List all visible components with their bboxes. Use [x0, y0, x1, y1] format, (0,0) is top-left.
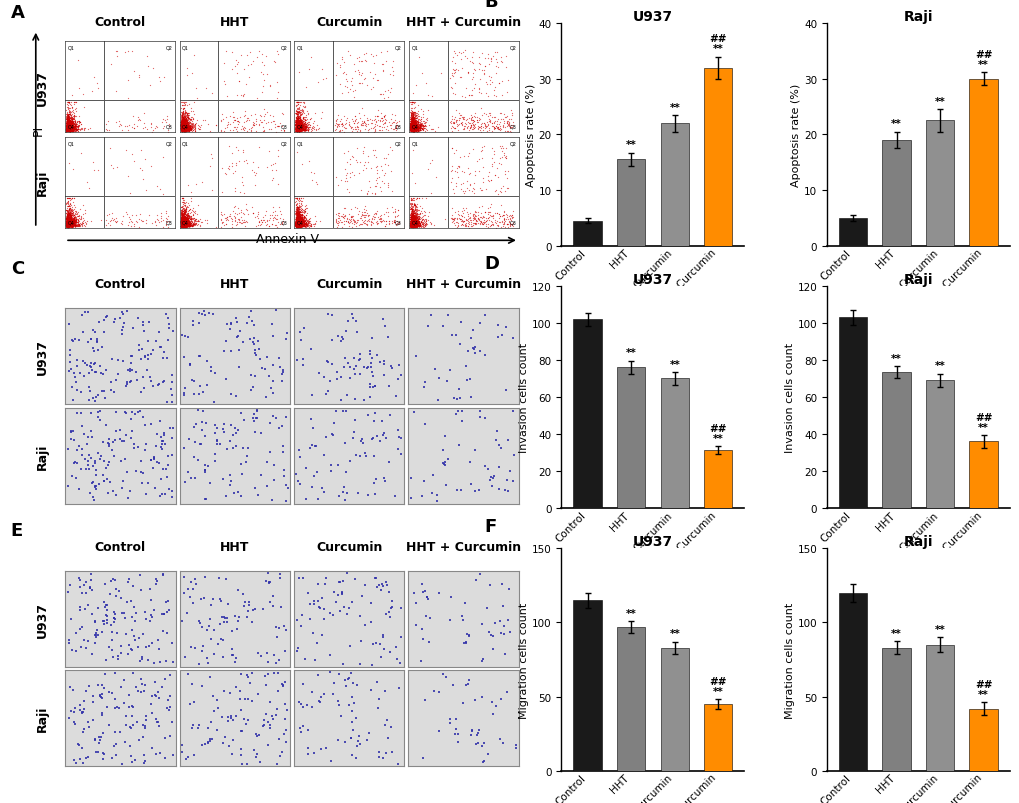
- Text: F: F: [484, 517, 496, 536]
- Text: ##: ##: [974, 50, 991, 59]
- Text: **: **: [712, 686, 722, 695]
- Text: ##: ##: [709, 34, 727, 44]
- Text: A: A: [11, 4, 24, 22]
- Text: **: **: [977, 422, 988, 432]
- Bar: [616, 161, 645, 247]
- Text: **: **: [933, 361, 945, 371]
- Text: **: **: [933, 624, 945, 634]
- Text: Control: Control: [95, 540, 146, 553]
- Bar: [968, 79, 997, 247]
- Text: Curcumin: Curcumin: [316, 540, 382, 553]
- Bar: [703, 450, 732, 508]
- Bar: [968, 709, 997, 771]
- Bar: [881, 141, 910, 247]
- Bar: [838, 218, 866, 247]
- Text: ##: ##: [709, 675, 727, 686]
- Text: HHT: HHT: [220, 16, 249, 30]
- Text: Curcumin: Curcumin: [316, 278, 382, 291]
- Bar: [881, 373, 910, 508]
- Text: 50 μm: 50 μm: [471, 487, 497, 496]
- Text: **: **: [626, 348, 636, 358]
- Y-axis label: Apoptosis rate (%): Apoptosis rate (%): [791, 84, 800, 187]
- Y-axis label: Migration cells count: Migration cells count: [519, 601, 529, 718]
- Bar: [881, 648, 910, 771]
- Text: HHT + Curcumin: HHT + Curcumin: [406, 278, 521, 291]
- Title: U937: U937: [632, 10, 673, 24]
- Text: **: **: [668, 629, 680, 638]
- Text: HHT + Curcumin: HHT + Curcumin: [406, 540, 521, 553]
- Text: **: **: [626, 608, 636, 618]
- Bar: [925, 381, 954, 508]
- Bar: [616, 368, 645, 508]
- Text: **: **: [891, 628, 901, 638]
- Text: Control: Control: [95, 278, 146, 291]
- Text: Raji: Raji: [36, 443, 49, 469]
- Text: HHT + Curcumin: HHT + Curcumin: [406, 16, 521, 30]
- Y-axis label: Apoptosis rate (%): Apoptosis rate (%): [526, 84, 535, 187]
- Text: **: **: [712, 44, 722, 54]
- Title: U937: U937: [632, 272, 673, 287]
- Bar: [703, 68, 732, 247]
- Text: **: **: [712, 434, 722, 443]
- Text: C: C: [11, 259, 24, 278]
- Text: Annexin V: Annexin V: [256, 233, 318, 246]
- Y-axis label: Invasion cells count: Invasion cells count: [784, 343, 794, 452]
- Text: U937: U937: [36, 601, 49, 637]
- Bar: [838, 318, 866, 508]
- Text: Curcumin: Curcumin: [316, 16, 382, 30]
- Text: Raji: Raji: [36, 705, 49, 732]
- Text: **: **: [977, 689, 988, 699]
- Bar: [968, 442, 997, 508]
- Title: Raji: Raji: [903, 10, 932, 24]
- Bar: [573, 222, 601, 247]
- Text: U937: U937: [36, 339, 49, 375]
- Y-axis label: Invasion cells count: Invasion cells count: [519, 343, 529, 452]
- Text: E: E: [11, 522, 23, 540]
- Bar: [573, 601, 601, 771]
- Text: **: **: [626, 141, 636, 150]
- Text: HHT: HHT: [220, 278, 250, 291]
- Bar: [660, 648, 688, 771]
- Text: PI: PI: [32, 125, 44, 137]
- Bar: [925, 645, 954, 771]
- Text: Control: Control: [95, 16, 146, 30]
- Title: U937: U937: [632, 535, 673, 548]
- Bar: [838, 593, 866, 771]
- Text: HHT: HHT: [220, 540, 250, 553]
- Text: ##: ##: [974, 412, 991, 422]
- Title: Raji: Raji: [903, 535, 932, 548]
- Text: Raji: Raji: [36, 169, 49, 196]
- Text: B: B: [484, 0, 497, 10]
- Text: ##: ##: [974, 679, 991, 689]
- Text: U937: U937: [36, 69, 49, 105]
- Text: **: **: [668, 103, 680, 112]
- Bar: [660, 379, 688, 508]
- Bar: [616, 627, 645, 771]
- Bar: [573, 320, 601, 508]
- Text: D: D: [484, 255, 499, 273]
- Text: **: **: [891, 119, 901, 129]
- Text: **: **: [977, 59, 988, 70]
- Bar: [660, 124, 688, 247]
- Text: 50 μm: 50 μm: [471, 749, 497, 759]
- Bar: [703, 704, 732, 771]
- Text: **: **: [668, 359, 680, 369]
- Text: **: **: [933, 97, 945, 107]
- Title: Raji: Raji: [903, 272, 932, 287]
- Y-axis label: Migration cells count: Migration cells count: [784, 601, 794, 718]
- Text: **: **: [891, 353, 901, 364]
- Bar: [925, 121, 954, 247]
- Text: ##: ##: [709, 423, 727, 434]
